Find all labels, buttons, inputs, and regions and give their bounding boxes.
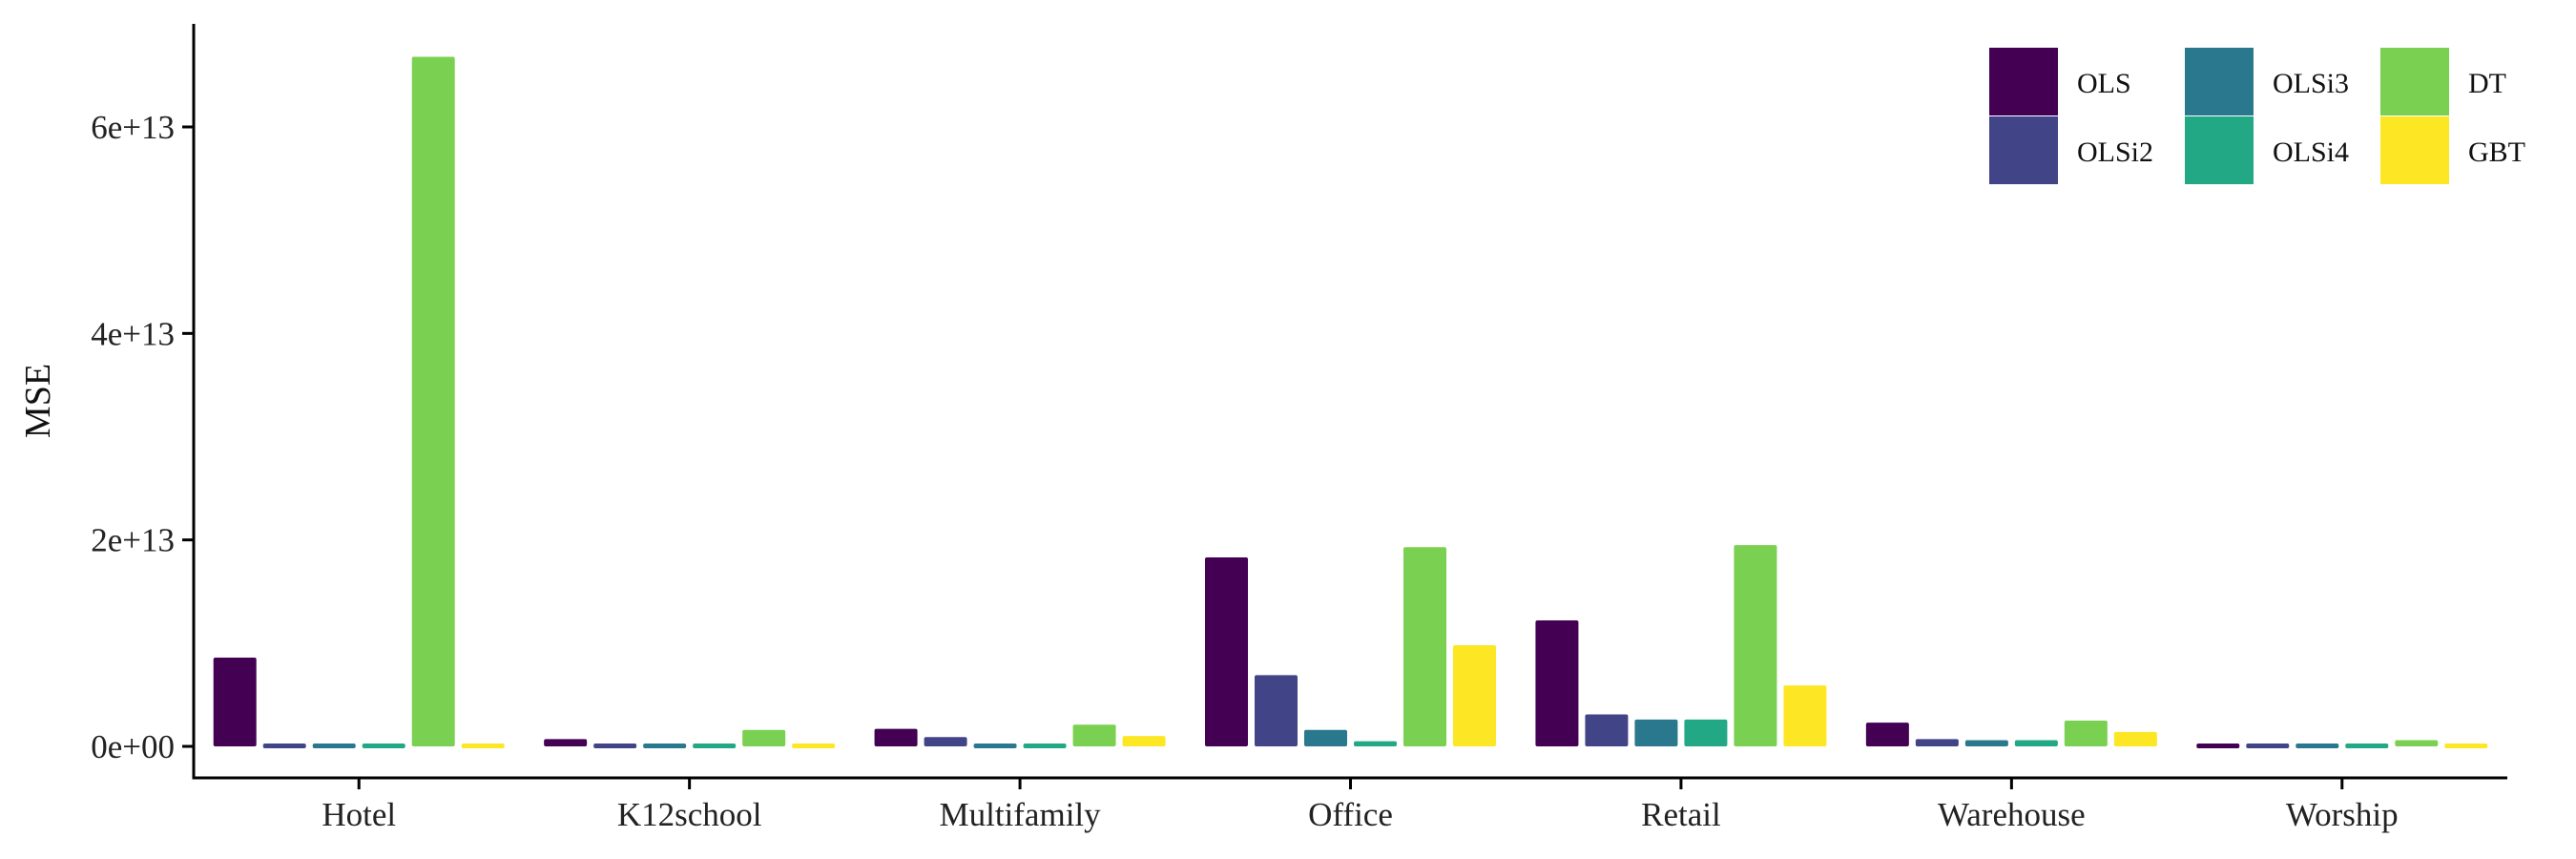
bar-olsi4-k12school: [693, 744, 737, 748]
bar-dt-worship: [2395, 740, 2439, 746]
bar-olsi4-office: [1354, 741, 1397, 746]
y-tick-label: 0e+00: [91, 728, 175, 765]
bar-ols-office: [1205, 557, 1248, 746]
bar-ols-hotel: [213, 657, 257, 746]
legend-key: [1989, 116, 2058, 184]
bar-dt-k12school: [742, 729, 786, 746]
legend-key: [2380, 116, 2449, 184]
bar-dt-office: [1403, 547, 1446, 746]
x-tick-label: Multifamily: [939, 796, 1101, 833]
legend-label: OLS: [2077, 68, 2131, 99]
bar-olsi4-multifamily: [1023, 744, 1067, 748]
bar-olsi2-office: [1255, 675, 1298, 746]
bar-olsi3-retail: [1634, 719, 1678, 746]
y-axis-title: MSE: [18, 364, 58, 438]
legend-item-olsi4: OLSi4: [2185, 116, 2349, 184]
legend-key: [2185, 116, 2254, 184]
bar-olsi4-worship: [2345, 744, 2389, 748]
legend-item-olsi2: OLSi2: [1989, 116, 2153, 184]
bar-olsi2-retail: [1585, 714, 1629, 746]
bar-dt-hotel: [411, 56, 455, 747]
bar-olsi3-multifamily: [973, 744, 1017, 748]
bar-olsi2-hotel: [262, 744, 306, 748]
bar-ols-retail: [1535, 620, 1579, 746]
bar-olsi2-warehouse: [1915, 739, 1959, 746]
legend-label: OLSi2: [2077, 136, 2153, 168]
bar-dt-warehouse: [2064, 720, 2108, 746]
bar-gbt-worship: [2444, 744, 2488, 748]
bar-olsi4-warehouse: [2014, 740, 2058, 746]
y-tick-label: 4e+13: [91, 315, 175, 352]
bar-olsi3-hotel: [312, 744, 356, 748]
bar-olsi4-retail: [1684, 719, 1728, 746]
y-axis-ticks: 0e+00 2e+13 4e+13 6e+13: [91, 109, 194, 765]
legend-key: [2185, 48, 2254, 115]
legend-item-olsi3: OLSi3: [2185, 48, 2349, 115]
bar-olsi2-worship: [2246, 744, 2290, 748]
legend-item-dt: DT: [2380, 48, 2506, 115]
y-tick-label: 2e+13: [91, 522, 175, 559]
legend-label: GBT: [2468, 136, 2525, 168]
bar-gbt-multifamily: [1122, 736, 1166, 746]
bar-olsi3-warehouse: [1964, 740, 2008, 746]
bar-olsi3-k12school: [643, 744, 687, 748]
legend-key: [1989, 48, 2058, 115]
bar-gbt-k12school: [792, 744, 836, 748]
legend-label: OLSi4: [2273, 136, 2349, 168]
bar-ols-multifamily: [874, 728, 918, 746]
bar-olsi2-k12school: [593, 744, 637, 748]
bar-olsi3-worship: [2296, 744, 2339, 748]
x-tick-label: Office: [1308, 796, 1393, 833]
legend-item-ols: OLS: [1989, 48, 2131, 115]
x-tick-label: Worship: [2286, 796, 2399, 833]
bar-olsi2-multifamily: [924, 737, 967, 746]
legend-label: DT: [2468, 68, 2506, 99]
plot-area: [213, 56, 2488, 748]
bar-ols-warehouse: [1865, 723, 1909, 746]
bar-olsi3-office: [1304, 729, 1347, 746]
bar-gbt-warehouse: [2113, 731, 2157, 746]
legend-item-gbt: GBT: [2380, 116, 2525, 184]
bar-gbt-hotel: [461, 744, 505, 748]
bar-ols-worship: [2196, 744, 2240, 748]
legend-key: [2380, 48, 2449, 115]
x-tick-label: Warehouse: [1938, 796, 2086, 833]
x-axis-ticks: Hotel K12school Multifamily Office Retail War…: [322, 778, 2399, 833]
x-tick-label: Retail: [1641, 796, 1721, 833]
bar-olsi4-hotel: [362, 744, 405, 748]
y-tick-label: 6e+13: [91, 109, 175, 146]
bar-dt-retail: [1734, 545, 1777, 746]
legend-label: OLSi3: [2273, 68, 2349, 99]
bar-gbt-retail: [1783, 685, 1827, 746]
legend: OLS OLSi2 OLSi3 OLSi4 DT GBT: [1989, 48, 2525, 184]
x-tick-label: K12school: [617, 796, 762, 833]
bar-gbt-office: [1453, 644, 1496, 746]
bar-ols-k12school: [544, 739, 588, 746]
x-tick-label: Hotel: [322, 796, 396, 833]
bar-dt-multifamily: [1072, 724, 1116, 746]
